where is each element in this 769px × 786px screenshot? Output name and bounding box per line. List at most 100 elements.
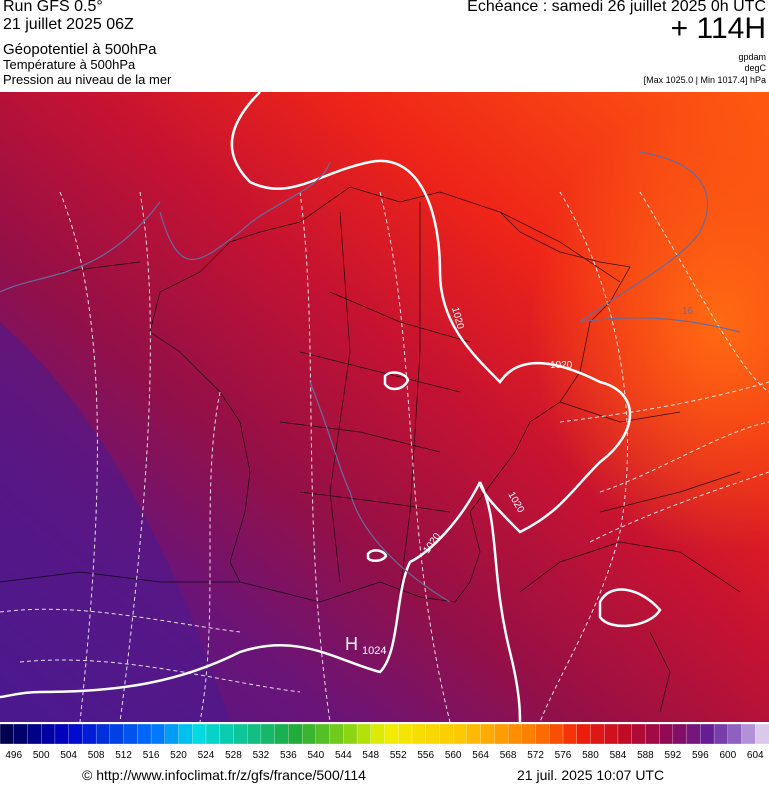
colorbar-label: 504	[60, 750, 77, 761]
colorbar: 496 500 504 508 512 516 520 524 528 532 536 540 544 5…	[0, 724, 769, 761]
unit-label: degC	[744, 63, 766, 73]
color-swatch	[205, 724, 221, 745]
colorbar-label: 508	[88, 750, 105, 761]
color-swatch	[466, 724, 482, 745]
colorbar-label: 556	[417, 750, 434, 761]
high-pressure-marker: H	[345, 634, 358, 654]
color-swatch	[370, 724, 386, 745]
geopotential-lines	[0, 151, 741, 603]
color-swatch	[247, 724, 262, 745]
color-swatch	[631, 724, 647, 745]
colorbar-label: 536	[280, 750, 297, 761]
colorbar-label: 596	[692, 750, 709, 761]
color-swatch	[233, 724, 248, 745]
color-swatch	[356, 724, 372, 745]
color-swatch	[192, 724, 207, 745]
colorbar-label: 572	[527, 750, 544, 761]
color-swatch	[95, 724, 111, 745]
temperature-label: 16	[682, 306, 694, 317]
unit-label: gpdam	[738, 52, 766, 62]
field-label: Géopotentiel à 500hPa	[3, 41, 157, 58]
color-swatch	[315, 724, 331, 745]
color-swatch	[329, 724, 344, 745]
color-swatch	[494, 724, 509, 745]
color-swatch	[164, 724, 180, 745]
color-swatch	[727, 724, 743, 745]
colorbar-label: 532	[253, 750, 270, 761]
color-swatch	[13, 724, 29, 745]
field-label: Pression au niveau de la mer	[3, 72, 172, 87]
color-swatch	[562, 724, 578, 745]
valid-time: Echéance : samedi 26 juillet 2025 0h UTC	[467, 0, 766, 15]
color-swatch	[109, 724, 125, 745]
colorbar-label: 576	[555, 750, 572, 761]
color-swatch	[741, 724, 756, 745]
color-swatch	[27, 724, 42, 745]
colorbar-label: 564	[472, 750, 489, 761]
colorbar-label: 560	[445, 750, 462, 761]
color-swatch	[576, 724, 592, 745]
color-swatch	[178, 724, 193, 745]
color-swatch	[150, 724, 166, 745]
colorbar-label: 500	[33, 750, 50, 761]
colorbar-label: 540	[307, 750, 324, 761]
color-swatch	[535, 724, 550, 745]
borders	[0, 186, 741, 713]
color-swatch	[137, 724, 152, 745]
color-swatch	[590, 724, 605, 745]
color-swatch	[713, 724, 729, 745]
color-swatch	[301, 724, 317, 745]
color-swatch	[425, 724, 441, 745]
color-swatch	[68, 724, 84, 745]
colorbar-label: 584	[610, 750, 627, 761]
color-swatch	[672, 724, 688, 745]
color-swatch	[700, 724, 715, 745]
colorbar-label: 512	[115, 750, 132, 761]
color-swatch	[219, 724, 235, 745]
color-swatch	[658, 724, 674, 745]
color-swatch	[398, 724, 413, 745]
color-swatch	[507, 724, 523, 745]
color-swatch	[0, 724, 15, 745]
temperature-isolines	[0, 191, 769, 722]
colorbar-label: 592	[665, 750, 682, 761]
color-swatch	[123, 724, 138, 745]
color-swatch	[604, 724, 619, 745]
color-swatch	[755, 724, 769, 745]
colorbar-label: 516	[143, 750, 160, 761]
unit-label: [Max 1025.0 | Min 1017.4] hPa	[643, 75, 766, 85]
source-link: © http://www.infoclimat.fr/z/gfs/france/…	[82, 767, 366, 783]
color-swatch	[617, 724, 633, 745]
colorbar-label: 580	[582, 750, 599, 761]
field-label: Température à 500hPa	[3, 57, 136, 72]
color-swatch	[82, 724, 97, 745]
colorbar-label: 600	[719, 750, 736, 761]
colorbar-label: 520	[170, 750, 187, 761]
color-swatch	[384, 724, 399, 745]
color-swatch	[439, 724, 454, 745]
pressure-isobars	[0, 92, 662, 722]
high-pressure-value: 1024	[362, 645, 386, 657]
colorbar-label: 568	[500, 750, 517, 761]
color-swatch	[549, 724, 564, 745]
map: 1020 1020 1020 1020 H 1024 16	[0, 92, 769, 722]
colorbar-label: 588	[637, 750, 654, 761]
color-swatch	[288, 724, 303, 745]
colorbar-label: 528	[225, 750, 242, 761]
generated-time: 21 juil. 2025 10:07 UTC	[517, 767, 665, 783]
color-swatch	[54, 724, 70, 745]
forecast-step: + 114H	[670, 12, 766, 45]
color-swatch	[480, 724, 496, 745]
colorbar-label: 552	[390, 750, 407, 761]
run-date: 21 juillet 2025 06Z	[3, 16, 134, 33]
isobar-label: 1020	[550, 360, 573, 371]
color-swatch	[274, 724, 290, 745]
colorbar-label: 548	[362, 750, 379, 761]
color-swatch	[453, 724, 468, 745]
color-swatch	[645, 724, 660, 745]
color-swatch	[411, 724, 427, 745]
colorbar-label: 544	[335, 750, 352, 761]
colorbar-label: 496	[5, 750, 22, 761]
colorbar-label: 604	[747, 750, 764, 761]
